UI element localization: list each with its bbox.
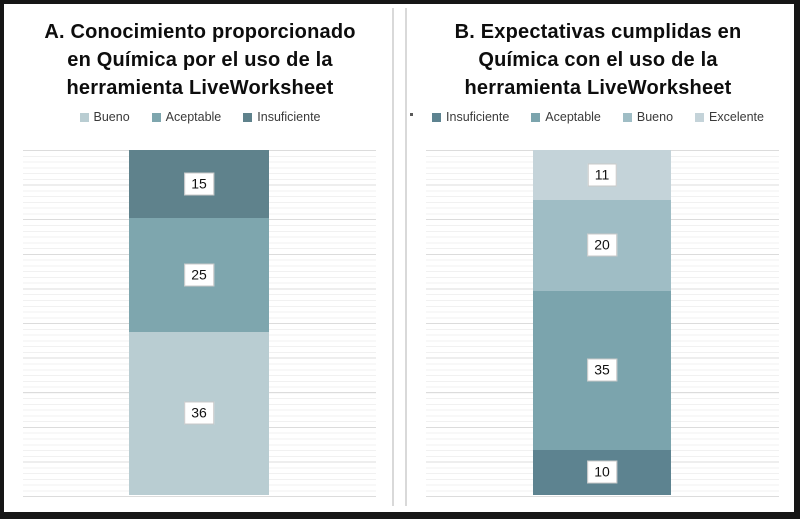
bar-segment-excelente: 11 [533,150,671,200]
legend-item: Aceptable [531,110,601,124]
chart-title-line: herramienta LiveWorksheet [464,77,732,99]
legend-item: Bueno [622,110,674,124]
stacked-bar: 11 20 35 10 [533,150,671,495]
legend-swatch-icon [79,112,89,122]
segment-value-label: 36 [184,401,214,425]
legend-label: Excelente [709,110,764,124]
chart-title-line: B. Expectativas cumplidas en [454,21,742,43]
panel-divider-line-left [392,8,394,506]
legend-label: Aceptable [165,110,222,124]
legend-label: Bueno [636,110,674,124]
legend-swatch-icon [432,112,442,122]
bar-segment-aceptable: 25 [129,218,269,332]
segment-value-label: 25 [184,263,214,287]
legend-swatch-icon [695,112,705,122]
chart-panel-b: B. Expectativas cumplidas en Química con … [404,4,792,497]
chart-legend: Insuficiente Aceptable Bueno Excelente [404,110,792,124]
bar-segment-insuficiente: 10 [533,449,671,495]
legend-swatch-icon [151,112,161,122]
panel-divider-line-right [405,8,407,506]
bar-segment-aceptable: 35 [533,290,671,450]
chart-title: A. Conocimiento proporcionado en Química … [10,18,390,102]
bar-segment-insuficiente: 15 [129,150,269,219]
legend-label: Bueno [93,110,130,124]
bar-segment-bueno: 36 [129,331,269,495]
chart-panel-a: A. Conocimiento proporcionado en Química … [10,4,390,497]
segment-value-label: 15 [184,172,214,196]
stacked-bar: 15 25 36 [129,150,269,495]
chart-title: B. Expectativas cumplidas en Química con … [404,18,792,102]
segment-value-label: 10 [587,460,617,484]
chart-title-line: en Química por el uso de la [67,49,333,71]
legend-swatch-icon [243,112,253,122]
legend-item: Bueno [79,110,130,124]
chart-title-line: A. Conocimiento proporcionado [44,21,356,43]
chart-title-line: Química con el uso de la [478,49,718,71]
stray-mark [410,113,413,116]
legend-item: Insuficiente [243,110,321,124]
legend-item: Excelente [695,110,764,124]
legend-item: Aceptable [151,110,222,124]
legend-swatch-icon [531,112,541,122]
legend-label: Insuficiente [257,110,321,124]
chart-title-line: herramienta LiveWorksheet [66,77,334,99]
segment-value-label: 20 [587,233,617,257]
segment-value-label: 35 [587,358,617,382]
legend-label: Insuficiente [446,110,510,124]
chart-legend: Bueno Aceptable Insuficiente [10,110,390,124]
legend-swatch-icon [622,112,632,122]
legend-item: Insuficiente [432,110,509,124]
legend-label: Aceptable [545,110,601,124]
segment-value-label: 11 [587,163,617,187]
bar-segment-bueno: 20 [533,199,671,291]
